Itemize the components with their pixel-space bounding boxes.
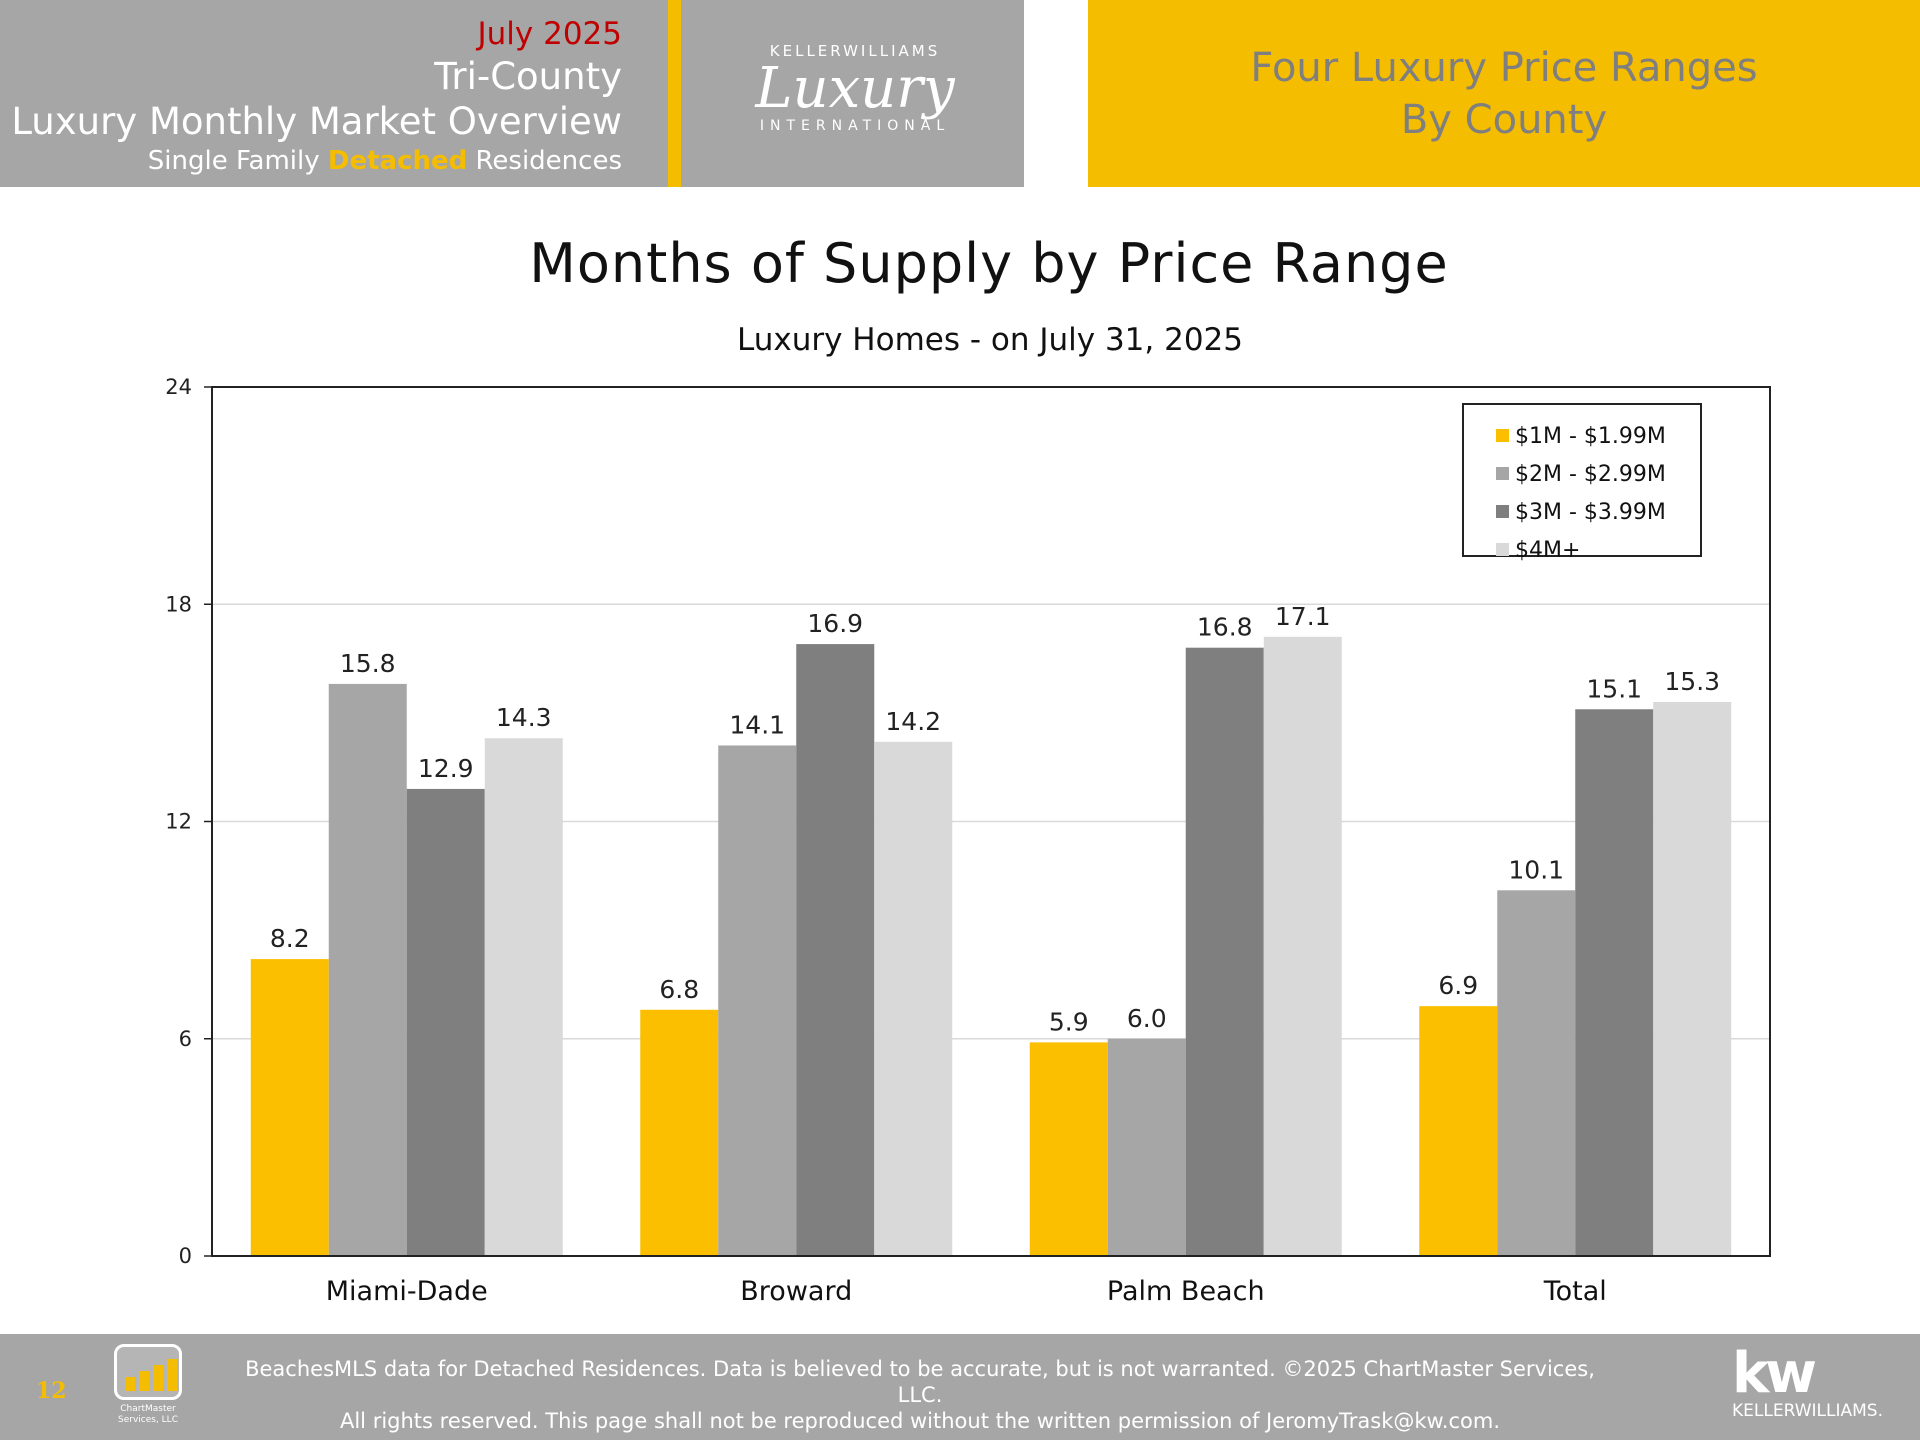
disclaimer-line1: BeachesMLS data for Detached Residences.… [245,1357,1595,1407]
chart-title: Months of Supply by Price Range [529,232,1449,295]
section-title-line2: By County [1400,96,1608,143]
y-tick-label: 0 [179,1244,192,1268]
header-left-panel: July 2025 Tri-County Luxury Monthly Mark… [0,0,1024,187]
bar-data-label: 12.9 [418,754,474,783]
bar [1497,890,1576,1256]
bar-data-label: 6.0 [1127,1004,1167,1033]
kw-luxury-logo: KELLERWILLIAMS Luxury INTERNATIONAL [690,28,1020,158]
y-tick-label: 6 [179,1027,192,1051]
bar [1029,1042,1108,1256]
bar [718,745,797,1256]
chart-subtitle: Luxury Homes - on July 31, 2025 [736,322,1244,358]
y-tick-label: 18 [165,592,192,616]
subtitle-prefix: Single Family [147,146,328,176]
y-tick-label: 12 [165,810,192,834]
report-region: Tri-County [434,55,622,98]
bar-chart: 0 6 12 18 24 8.2 15.8 12.9 14.3 Miami-Dade 6.8 14.1… [165,375,1771,1307]
section-title-line1: Four Luxury Price Ranges [1250,44,1758,91]
legend-swatch [1496,429,1509,442]
bar [1575,709,1654,1256]
disclaimer-line2: All rights reserved. This page shall not… [339,1409,1501,1433]
report-title: Luxury Monthly Market Overview [11,100,622,143]
chartmaster-logo-text: ChartMaster Services, LLC [118,1404,178,1425]
logo-script-text: Luxury [755,56,955,121]
bar-data-label: 14.3 [496,703,552,732]
bar-data-label: 10.1 [1508,855,1564,884]
bar-data-label: 15.1 [1586,674,1642,703]
bar-data-label: 8.2 [270,924,310,953]
header-divider [668,0,681,187]
keller-williams-logo: kw KELLERWILLIAMS. [1732,1341,1902,1428]
bar [874,741,953,1256]
logo-bottom-text: INTERNATIONAL [759,118,951,134]
x-category-label: Miami-Dade [326,1276,488,1307]
bar [1107,1038,1186,1256]
bar [1419,1006,1498,1256]
bar [796,644,875,1256]
legend-label: $2M - $2.99M [1515,462,1666,487]
kw-name: KELLERWILLIAMS. [1732,1401,1883,1421]
header-right-panel: Four Luxury Price Ranges By County [1088,0,1920,187]
footer: 12 ChartMaster Services, LLC BeachesMLS … [0,1334,1920,1440]
plot-frame [211,386,1771,1257]
header-title-block: July 2025 Tri-County Luxury Monthly Mark… [0,14,622,178]
bar-data-label: 14.1 [729,710,785,739]
x-category-label: Palm Beach [1107,1276,1265,1307]
legend-label: $4M+ [1515,538,1580,563]
y-tick-label: 24 [165,375,192,399]
report-month: July 2025 [477,16,623,52]
bar [328,683,407,1256]
bar [640,1009,719,1256]
bar-chart-icon [114,1344,182,1400]
bar-data-label: 15.8 [340,649,396,678]
bar [484,738,563,1256]
bar [1263,636,1342,1256]
bar-data-label: 16.9 [807,609,863,638]
logo-top-text: KELLERWILLIAMS [769,42,941,60]
bar-data-label: 14.2 [885,707,941,736]
legend-swatch [1496,467,1509,480]
legend-label: $1M - $1.99M [1515,424,1666,449]
report-subtitle: Single Family Detached Residences [0,144,622,178]
legend-swatch [1496,505,1509,518]
bar-data-label: 16.8 [1197,613,1253,642]
legend-label: $3M - $3.99M [1515,500,1666,525]
bar [250,959,329,1256]
subtitle-accent: Detached [327,146,468,176]
bar [406,788,485,1256]
bar-data-label: 6.9 [1438,971,1478,1000]
footer-disclaimer: BeachesMLS data for Detached Residences.… [240,1356,1600,1434]
kw-mark: kw [1732,1341,1817,1406]
bar-data-label: 5.9 [1049,1007,1089,1036]
bar-data-label: 15.3 [1664,667,1720,696]
bar [1185,647,1264,1256]
x-category-label: Total [1543,1276,1607,1307]
bar-data-label: 6.8 [659,975,699,1004]
legend-swatch [1496,543,1509,556]
subtitle-suffix: Residences [467,146,623,176]
bar [1653,702,1732,1256]
bar-data-label: 17.1 [1275,602,1331,631]
page-number: 12 [36,1378,67,1404]
section-title: Four Luxury Price Ranges By County [1250,42,1757,146]
chartmaster-logo: ChartMaster Services, LLC [110,1344,186,1432]
x-category-label: Broward [740,1276,852,1307]
